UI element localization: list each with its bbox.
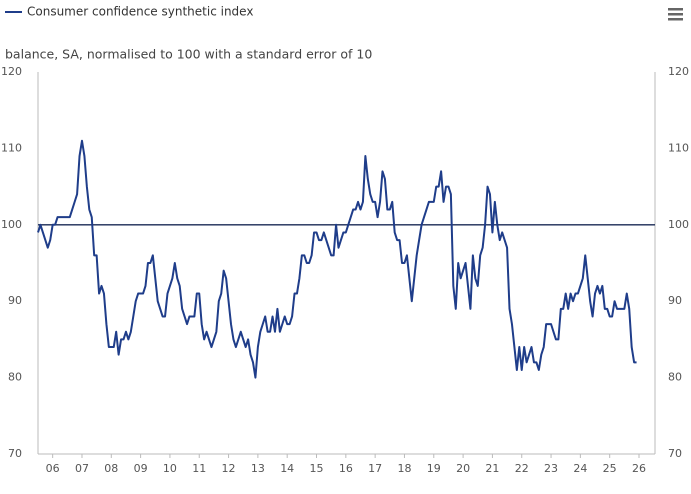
x-tick-label: 12 (222, 462, 236, 475)
x-tick-label: 20 (456, 462, 470, 475)
y-tick-label: 70 (8, 447, 22, 460)
y-tick-label: 110 (1, 141, 22, 154)
x-tick-label: 14 (280, 462, 294, 475)
y-tick-label: 100 (1, 218, 22, 231)
y-tick-label-right: 100 (668, 218, 689, 231)
menu-bar (668, 13, 683, 16)
x-tick-label: 09 (134, 462, 148, 475)
x-tick-label: 26 (632, 462, 646, 475)
x-tick-label: 08 (104, 462, 118, 475)
menu-bar (668, 18, 683, 21)
y-tick-label: 80 (8, 371, 22, 384)
x-tick-label: 16 (339, 462, 353, 475)
x-tick-label: 22 (515, 462, 529, 475)
x-tick-label: 19 (427, 462, 441, 475)
subtitle: balance, SA, normalised to 100 with a st… (5, 47, 372, 62)
legend-label[interactable]: Consumer confidence synthetic index (27, 5, 253, 19)
y-tick-label-right: 120 (668, 65, 689, 78)
x-tick-label: 21 (485, 462, 499, 475)
series-line (37, 139, 637, 379)
y-tick-label: 120 (1, 65, 22, 78)
x-tick-label: 23 (544, 462, 558, 475)
x-tick-label: 17 (368, 462, 382, 475)
x-tick-label: 10 (163, 462, 177, 475)
x-tick-label: 25 (603, 462, 617, 475)
x-tick-label: 18 (397, 462, 411, 475)
y-tick-label-right: 90 (668, 294, 682, 307)
y-tick-label-right: 110 (668, 141, 689, 154)
x-tick-label: 11 (192, 462, 206, 475)
x-tick-label: 24 (573, 462, 587, 475)
y-tick-label: 90 (8, 294, 22, 307)
x-tick-label: 07 (75, 462, 89, 475)
y-tick-label-right: 80 (668, 371, 682, 384)
x-tick-label: 13 (251, 462, 265, 475)
menu-bar (668, 8, 683, 11)
menu-icon[interactable] (668, 8, 683, 21)
x-tick-label: 15 (310, 462, 324, 475)
x-tick-label: 06 (46, 462, 60, 475)
y-tick-label-right: 70 (668, 447, 682, 460)
